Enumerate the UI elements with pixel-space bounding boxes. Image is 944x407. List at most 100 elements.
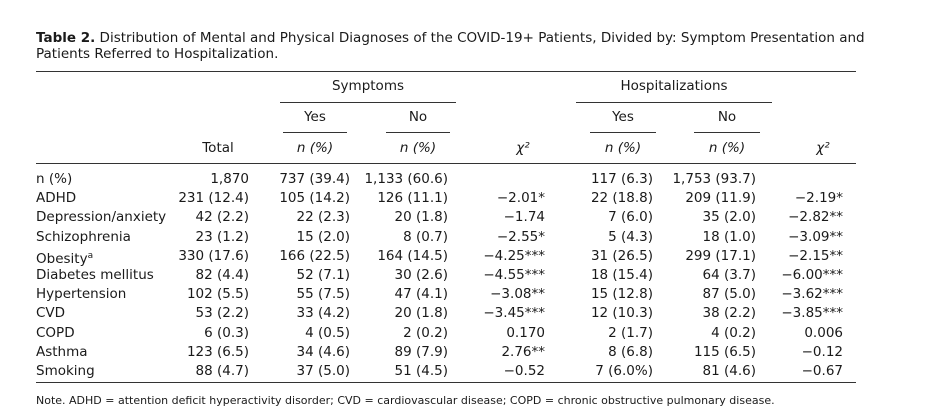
row-label: Schizophrenia	[36, 229, 131, 245]
table-cell-hos-yes: 5 (4.3)	[608, 229, 653, 245]
table-cell-hos-no: 1,753 (93.7)	[672, 171, 756, 187]
table-cell-hos-yes: 22 (18.8)	[590, 190, 653, 206]
table-cell-hos-yes: 31 (26.5)	[590, 248, 653, 264]
row-label: Hypertension	[36, 286, 126, 302]
table-cell-sym-yes: 55 (7.5)	[296, 286, 350, 302]
header-hos-no-npct: n (%)	[708, 140, 746, 156]
table-cell-total: 1,870	[210, 171, 249, 187]
table-cell-sym-no: 20 (1.8)	[394, 209, 448, 225]
table-cell-sym-yes: 105 (14.2)	[279, 190, 350, 206]
header-hospitalizations: Hospitalizations	[620, 78, 728, 94]
table-cell-sym-no: 1,133 (60.6)	[364, 171, 448, 187]
row-label-text: n (%)	[36, 171, 73, 187]
table-cell-chi-sym: −4.25***	[483, 248, 545, 264]
row-label-text: Obesity	[36, 251, 88, 267]
table-cell-hos-no: 81 (4.6)	[702, 363, 756, 379]
row-label-text: ADHD	[36, 190, 77, 206]
table-cell-total: 330 (17.6)	[178, 248, 249, 264]
table-cell-hos-yes: 18 (15.4)	[590, 267, 653, 283]
row-label-text: Smoking	[36, 363, 95, 379]
table-cell-sym-no: 20 (1.8)	[394, 305, 448, 321]
table-cell-sym-yes: 737 (39.4)	[279, 171, 350, 187]
row-label: CVD	[36, 305, 65, 321]
table-cell-total: 82 (4.4)	[195, 267, 249, 283]
table-cell-chi-sym: −2.01*	[496, 190, 545, 206]
table-cell-sym-yes: 52 (7.1)	[296, 267, 350, 283]
table-cell-total: 231 (12.4)	[178, 190, 249, 206]
table-cell-sym-no: 47 (4.1)	[394, 286, 448, 302]
table-cell-sym-yes: 22 (2.3)	[296, 209, 350, 225]
table-cell-hos-no: 38 (2.2)	[702, 305, 756, 321]
table-cell-sym-no: 30 (2.6)	[394, 267, 448, 283]
table-label: Table 2.	[36, 30, 96, 46]
table-cell-chi-hos: −3.09**	[788, 229, 843, 245]
table-cell-total: 123 (6.5)	[186, 344, 249, 360]
table-cell-hos-no: 64 (3.7)	[702, 267, 756, 283]
header-total: Total	[202, 140, 234, 156]
table-cell-chi-hos: −3.85***	[781, 305, 843, 321]
table-cell-total: 88 (4.7)	[195, 363, 249, 379]
header-sym-yes: Yes	[304, 109, 326, 125]
table-cell-chi-sym: −4.55***	[483, 267, 545, 283]
table-cell-hos-no: 299 (17.1)	[685, 248, 756, 264]
header-sym-no: No	[408, 109, 428, 125]
row-label-text: Depression/anxiety	[36, 209, 167, 225]
row-label-text: Asthma	[36, 344, 88, 360]
row-label-text: Schizophrenia	[36, 229, 131, 245]
row-label: Obesitya	[36, 248, 93, 267]
table-note: Note. ADHD = attention deficit hyperacti…	[36, 394, 775, 407]
table-cell-sym-no: 51 (4.5)	[394, 363, 448, 379]
table-cell-chi-hos: −2.19*	[794, 190, 843, 206]
table-cell-chi-sym: −0.52	[503, 363, 545, 379]
table-cell-chi-hos: −3.62***	[781, 286, 843, 302]
table-cell-hos-no: 209 (11.9)	[685, 190, 756, 206]
header-chi2-symptoms: χ²	[516, 140, 530, 156]
table-cell-sym-yes: 4 (0.5)	[305, 325, 350, 341]
table-cell-chi-sym: −2.55*	[496, 229, 545, 245]
table-cell-chi-hos: −0.12	[801, 344, 843, 360]
row-label: Smoking	[36, 363, 95, 379]
table-cell-total: 42 (2.2)	[195, 209, 249, 225]
header-hos-yes-npct: n (%)	[604, 140, 642, 156]
table-cell-sym-no: 164 (14.5)	[377, 248, 448, 264]
top-rule	[36, 71, 856, 72]
table-cell-hos-no: 18 (1.0)	[702, 229, 756, 245]
table-cell-hos-no: 87 (5.0)	[702, 286, 756, 302]
row-label: n (%)	[36, 171, 72, 187]
header-hos-no: No	[717, 109, 737, 125]
bottom-rule	[36, 382, 856, 383]
table-cell-hos-yes: 2 (1.7)	[608, 325, 653, 341]
table-cell-hos-no: 4 (0.2)	[711, 325, 756, 341]
table-cell-sym-no: 8 (0.7)	[403, 229, 448, 245]
table-cell-chi-hos: 0.006	[804, 325, 843, 341]
header-symptoms: Symptoms	[331, 78, 404, 94]
row-label: Depression/anxiety	[36, 209, 166, 225]
hospitalizations-group-rule	[576, 102, 772, 103]
table-cell-total: 53 (2.2)	[195, 305, 249, 321]
row-label-text: CVD	[36, 305, 66, 321]
table-cell-chi-sym: −3.45***	[483, 305, 545, 321]
table-cell-hos-yes: 7 (6.0%)	[595, 363, 653, 379]
table-cell-chi-sym: 2.76**	[501, 344, 545, 360]
header-hos-yes: Yes	[612, 109, 634, 125]
table-cell-total: 102 (5.5)	[186, 286, 249, 302]
table-cell-hos-no: 115 (6.5)	[693, 344, 756, 360]
table-cell-sym-yes: 34 (4.6)	[296, 344, 350, 360]
table-cell-sym-yes: 37 (5.0)	[296, 363, 350, 379]
table-cell-total: 23 (1.2)	[195, 229, 249, 245]
table-cell-hos-yes: 15 (12.8)	[590, 286, 653, 302]
table-cell-hos-yes: 12 (10.3)	[590, 305, 653, 321]
table-cell-total: 6 (0.3)	[204, 325, 249, 341]
row-label: Diabetes mellitus	[36, 267, 154, 283]
table-caption: Table 2. Distribution of Mental and Phys…	[36, 30, 896, 62]
table-cell-chi-sym: 0.170	[506, 325, 545, 341]
row-label-text: Hypertension	[36, 286, 127, 302]
hos-yes-rule	[590, 132, 656, 133]
header-sym-no-npct: n (%)	[399, 140, 437, 156]
table-cell-sym-yes: 166 (22.5)	[279, 248, 350, 264]
row-label-text: Diabetes mellitus	[36, 267, 154, 283]
table-cell-chi-hos: −0.67	[801, 363, 843, 379]
hos-no-rule	[694, 132, 760, 133]
table-cell-sym-yes: 33 (4.2)	[296, 305, 350, 321]
row-label: ADHD	[36, 190, 76, 206]
